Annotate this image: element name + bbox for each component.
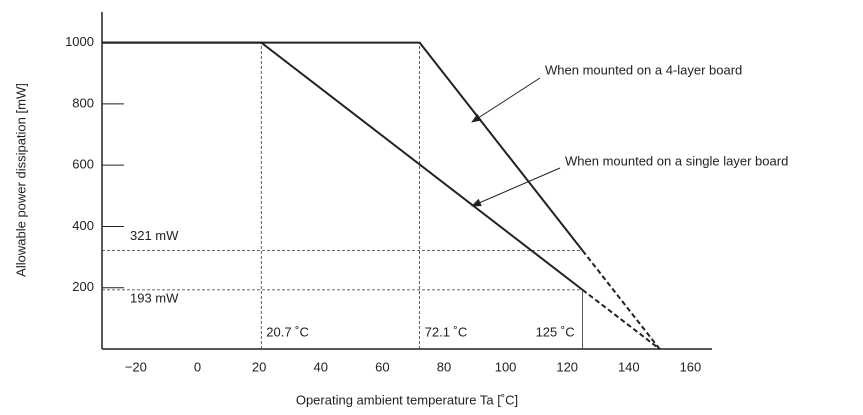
y-tick-label: 600: [72, 157, 94, 172]
y-tick-label: 200: [72, 279, 94, 294]
line: [102, 41, 584, 252]
line: [581, 250, 661, 350]
x-tick-label: 80: [437, 359, 451, 374]
reference-label: 72.1 ˚C: [425, 324, 468, 339]
x-tick-label: 0: [194, 359, 201, 374]
reference-label: 20.7 ˚C: [266, 324, 309, 339]
x-tick-label: 60: [375, 359, 389, 374]
x-tick-label: 100: [495, 359, 517, 374]
x-tick-label: 40: [314, 359, 328, 374]
reference-label: 321 mW: [130, 228, 179, 243]
x-tick-label: 140: [618, 359, 640, 374]
annotation: When mounted on a 4-layer board: [545, 62, 742, 77]
y-tick-label: 800: [72, 95, 94, 110]
x-axis-label: Operating ambient temperature Ta [˚C]: [296, 392, 518, 407]
annotation-arrow: [471, 167, 561, 207]
line: [581, 289, 661, 350]
x-tick-label: 20: [252, 359, 266, 374]
line: [102, 41, 584, 291]
reference-label: 193 mW: [130, 290, 179, 305]
x-tick-label: 120: [556, 359, 578, 374]
x-tick-label: 160: [680, 359, 702, 374]
x-tick-label: −20: [125, 359, 147, 374]
annotation: When mounted on a single layer board: [565, 153, 788, 168]
annotation-arrow: [471, 77, 541, 123]
y-axis-label: Allowable power dissipation [mW]: [13, 83, 28, 277]
y-tick-label: 400: [72, 218, 94, 233]
reference-label: 125 ˚C: [536, 324, 575, 339]
y-tick-label: 1000: [65, 34, 94, 49]
